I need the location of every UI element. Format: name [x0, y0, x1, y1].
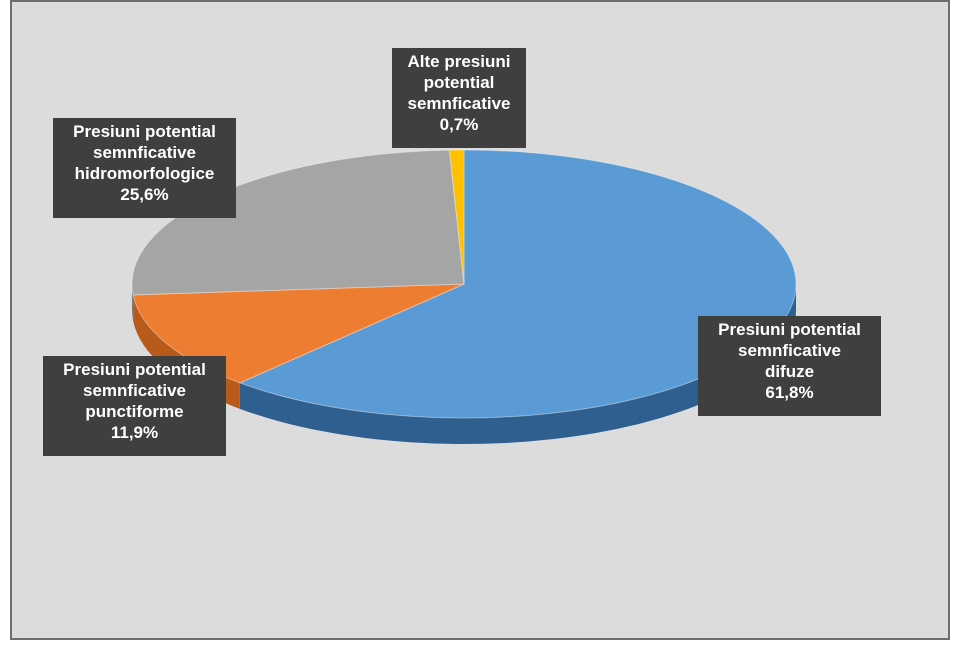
pie-slice-semnficative — [448, 149, 465, 285]
data-label-value: 0,7% — [439, 115, 479, 134]
data-label-line: difuze — [764, 362, 815, 381]
data-label-line: semnficative — [738, 341, 841, 360]
data-label-value: 11,9% — [110, 423, 159, 442]
data-label-difuze: Presiuni potential semnficative difuze 6… — [698, 316, 881, 416]
data-label-line: potential — [423, 73, 495, 92]
pie-side-difuze — [239, 284, 797, 444]
data-label-punctiforme: Presiuni potential semnficative punctifo… — [43, 356, 226, 456]
data-label-value: 25,6% — [120, 185, 169, 204]
data-label-line: Alte presiuni — [407, 52, 511, 71]
data-label-line: semnficative — [83, 381, 186, 400]
data-label-line: Presiuni potential — [718, 320, 861, 339]
data-label-line: Presiuni potential — [73, 122, 216, 141]
data-label-line: semnficative — [93, 143, 196, 162]
data-label-line: hidromorfologice — [74, 164, 215, 183]
data-label-value: 61,8% — [765, 383, 814, 402]
data-label-alte: Alte presiuni potential semnficative 0,7… — [392, 48, 526, 148]
pie-side-hidromorfologice — [132, 284, 134, 321]
data-label-hidromorfologice: Presiuni potential semnficative hidromor… — [53, 118, 236, 218]
data-label-line: punctiforme — [85, 402, 184, 421]
data-label-line: semnficative — [407, 94, 511, 113]
data-label-line: Presiuni potential — [63, 360, 206, 379]
